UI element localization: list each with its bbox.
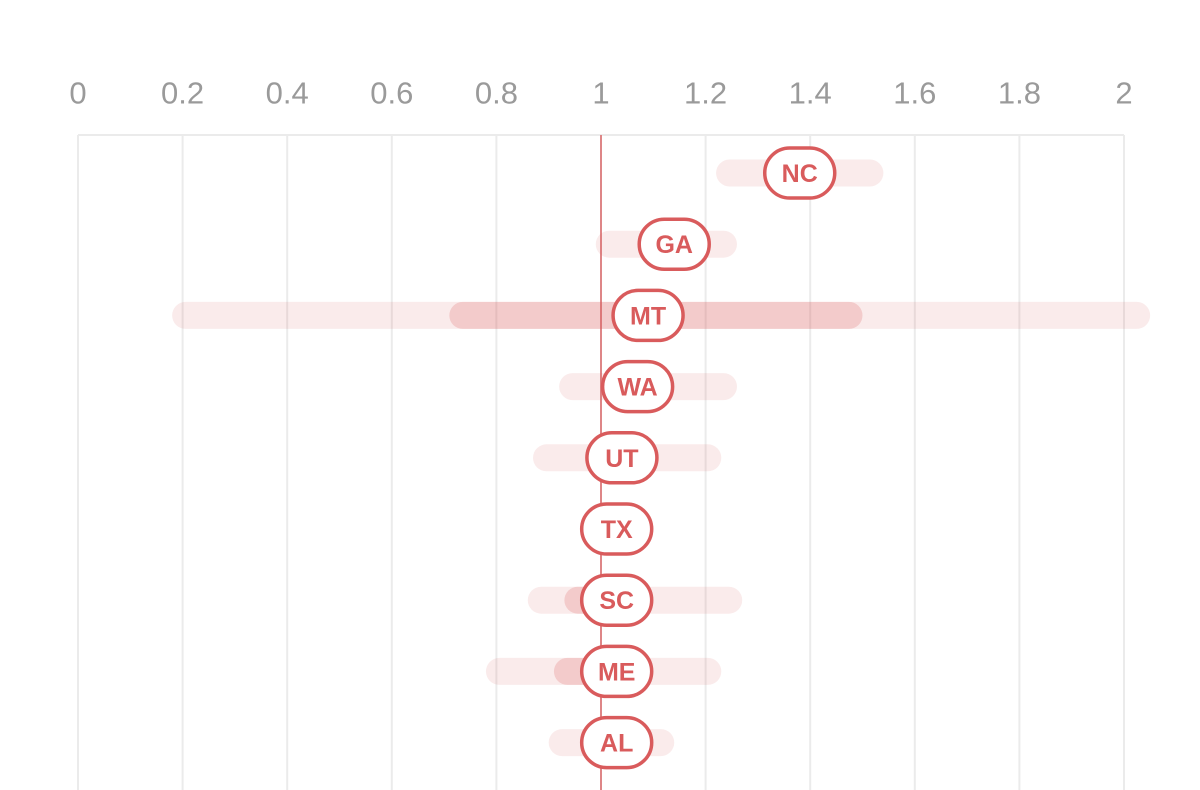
state-label: SC bbox=[599, 587, 634, 615]
estimate-pill bbox=[579, 715, 654, 770]
estimate-pill bbox=[579, 502, 654, 556]
x-tick-label: 0.2 bbox=[161, 76, 204, 111]
estimate-pill bbox=[585, 431, 659, 485]
estimate-pill bbox=[579, 644, 654, 699]
state-label: MT bbox=[630, 302, 666, 330]
estimate-pill bbox=[611, 288, 685, 343]
x-tick-label: 1 bbox=[592, 76, 609, 111]
x-tick-label: 0.8 bbox=[475, 76, 518, 111]
x-tick-label: 1.6 bbox=[893, 76, 936, 111]
estimate-pill bbox=[579, 573, 654, 627]
state-label: TX bbox=[601, 516, 633, 544]
state-label: AL bbox=[600, 730, 633, 758]
x-tick-label: 0.4 bbox=[266, 76, 309, 111]
x-tick-label: 1.2 bbox=[684, 76, 727, 111]
estimate-pill bbox=[600, 359, 675, 414]
state-label: UT bbox=[605, 445, 638, 473]
x-tick-label: 1.8 bbox=[998, 76, 1041, 111]
state-label: ME bbox=[598, 658, 636, 686]
x-tick-label: 1.4 bbox=[789, 76, 832, 111]
estimate-pill bbox=[637, 217, 711, 271]
x-tick-label: 0.6 bbox=[370, 76, 413, 111]
state-label: NC bbox=[782, 160, 818, 188]
estimate-pill bbox=[762, 146, 837, 200]
state-label: WA bbox=[617, 374, 657, 402]
x-tick-label: 0 bbox=[69, 76, 86, 111]
state-label: GA bbox=[655, 231, 693, 259]
x-tick-label: 2 bbox=[1115, 76, 1132, 111]
